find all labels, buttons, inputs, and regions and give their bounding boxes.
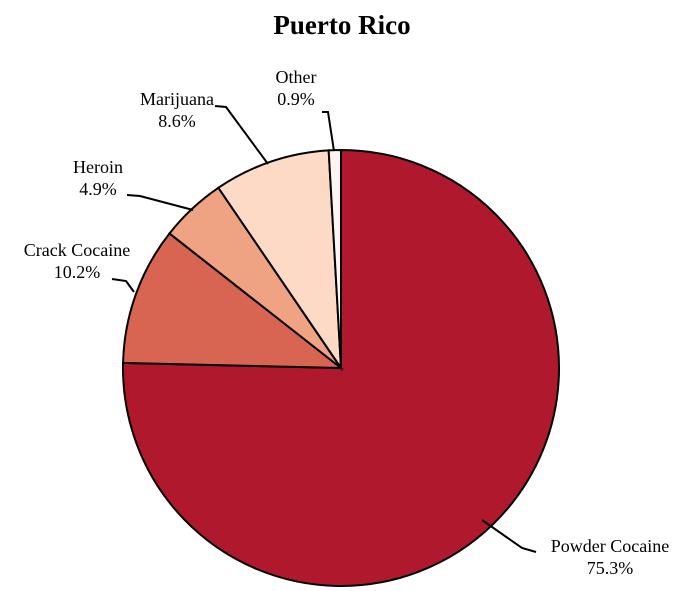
slice-labels: Powder Cocaine 75.3% Crack Cocaine 10.2% Her… [24,67,669,578]
leader-line-heroin [126,194,194,211]
slice-label-heroin: Heroin 4.9% [73,157,123,199]
pie-slice-marijuana [216,149,343,372]
slice-label-marijuana: Marijuana 8.6% [140,89,214,131]
slice-label-value: 0.9% [277,89,315,109]
slice-label-name: Marijuana [140,89,214,109]
leader-line-other [322,111,335,152]
slice-label-value: 75.3% [587,558,634,578]
leader-line-crack-cocaine [111,278,135,293]
slice-label-name: Powder Cocaine [551,536,669,556]
slice-label-name: Other [276,67,317,87]
slice-label-name: Crack Cocaine [24,240,130,260]
slice-label-name: Heroin [73,157,123,177]
pie-slice-crack-cocaine [122,232,344,370]
leader-line-powder-cocaine [481,519,537,553]
chart-title: Puerto Rico [273,10,410,40]
leader-line-marijuana [214,105,269,165]
leader-lines [111,105,537,553]
slice-label-value: 10.2% [54,262,101,282]
slice-label-crack-cocaine: Crack Cocaine 10.2% [24,240,130,282]
slice-label-powder-cocaine: Powder Cocaine 75.3% [551,536,669,578]
pie-slices [122,148,560,587]
slice-label-value: 8.6% [158,111,196,131]
slice-label-other: Other 0.9% [276,67,317,109]
slice-label-value: 4.9% [79,179,117,199]
